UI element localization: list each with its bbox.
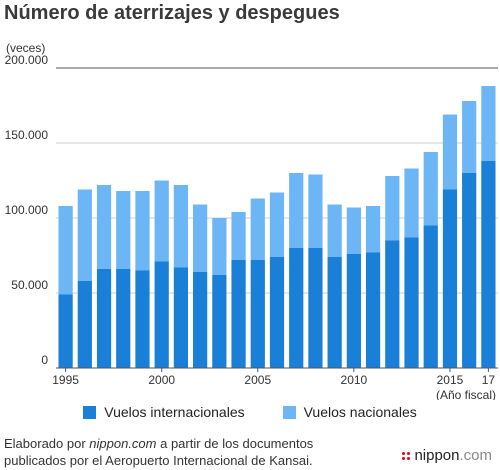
bar-domestic-2007 (289, 173, 304, 248)
bars (58, 86, 496, 368)
bar-international-2011 (365, 252, 381, 368)
bar-international-1999 (135, 270, 150, 368)
bar-domestic-2005 (250, 198, 265, 260)
y-tick-label: 0 (41, 353, 48, 367)
chart-title: Número de aterrizajes y despegues (4, 2, 340, 24)
y-tick-label: 200.000 (5, 53, 49, 67)
bar-international-2017 (481, 161, 496, 368)
legend: Vuelos internacionales Vuelos nacionales (0, 404, 500, 420)
bar-domestic-1995 (58, 206, 73, 295)
bar-domestic-1997 (96, 185, 112, 269)
bar-international-2012 (385, 240, 400, 368)
bar-domestic-2003 (212, 218, 227, 275)
bar-domestic-2006 (269, 192, 285, 257)
y-axis-tick-labels: 0 50.000 100.000 150.000 200.000 (5, 53, 49, 367)
bar-domestic-2010 (346, 207, 361, 254)
legend-item-domestic: Vuelos nacionales (282, 404, 417, 420)
source-prefix: Elaborado por (4, 436, 90, 451)
x-tick-label: 2015 (437, 373, 464, 387)
legend-label-domestic: Vuelos nacionales (303, 404, 417, 420)
bar-international-1998 (116, 269, 131, 368)
legend-swatch-international (83, 405, 97, 419)
legend-swatch-domestic (282, 405, 296, 419)
bar-domestic-1996 (77, 189, 92, 281)
bar-international-1996 (77, 281, 92, 368)
bar-domestic-2004 (231, 212, 246, 260)
bar-domestic-2012 (385, 176, 400, 241)
bar-domestic-1998 (116, 191, 131, 269)
bar-international-2000 (154, 261, 169, 368)
bar-international-2006 (269, 257, 285, 368)
bar-domestic-2014 (423, 152, 438, 226)
bar-domestic-2017 (481, 86, 496, 161)
x-tick-label: 17 (482, 373, 496, 387)
x-axis-tick-labels: 1995 2000 2005 2010 2015 17 (52, 368, 495, 387)
legend-label-international: Vuelos internacionales (104, 404, 245, 420)
bar-international-2013 (404, 237, 419, 368)
x-tick-label: 2010 (341, 373, 368, 387)
bar-international-2015 (442, 189, 458, 368)
y-tick-label: 150.000 (5, 128, 49, 142)
stacked-bar-chart: 0 50.000 100.000 150.000 200.000 1995 2000 200… (5, 41, 498, 400)
x-tick-label: 2005 (244, 373, 271, 387)
logo-text: nippon.com (414, 447, 492, 464)
bar-domestic-2002 (193, 204, 208, 272)
bar-domestic-2000 (154, 180, 169, 262)
bar-domestic-2001 (173, 185, 189, 268)
bar-international-2005 (250, 260, 265, 368)
x-axis-label: (Año fiscal) (436, 388, 496, 400)
x-tick-label: 1995 (52, 373, 79, 387)
bar-international-2001 (173, 267, 189, 368)
bar-domestic-2008 (308, 174, 323, 248)
y-axis-label: (veces) (6, 41, 45, 55)
bar-domestic-2013 (404, 168, 419, 238)
source-note: Elaborado por nippon.com a partir de los… (4, 435, 344, 469)
legend-item-international: Vuelos internacionales (83, 404, 245, 420)
nippon-logo: nippon.com (402, 447, 492, 464)
x-tick-label: 2000 (148, 373, 175, 387)
bar-international-2004 (231, 260, 246, 368)
bar-international-2014 (423, 225, 438, 368)
bar-international-2007 (289, 248, 304, 368)
bar-international-1995 (58, 294, 73, 368)
bar-domestic-2016 (462, 101, 477, 173)
bar-domestic-2009 (327, 204, 342, 257)
bar-international-2016 (462, 173, 477, 368)
logo-dots-icon (402, 451, 411, 460)
source-suffix: a partir de los documentos (156, 436, 314, 451)
bar-international-2010 (346, 254, 361, 368)
bar-international-2002 (193, 272, 208, 368)
y-tick-label: 100.000 (5, 203, 49, 217)
y-tick-label: 50.000 (11, 278, 48, 292)
bar-international-1997 (96, 269, 112, 368)
bar-international-2003 (212, 275, 227, 368)
bar-international-2009 (327, 257, 342, 368)
bar-domestic-2015 (442, 114, 458, 190)
bar-domestic-2011 (365, 206, 381, 253)
source-site: nippon.com (89, 436, 157, 451)
bar-domestic-1999 (135, 191, 150, 271)
source-line-2: publicados por el Aeropuerto Internacion… (4, 453, 313, 468)
bar-international-2008 (308, 248, 323, 368)
